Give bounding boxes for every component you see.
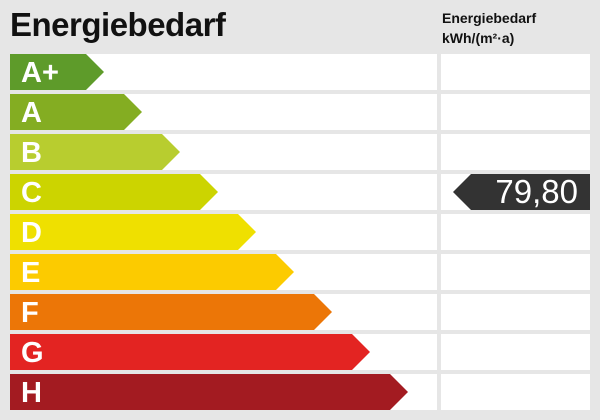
energy-class-bar: E (10, 254, 294, 290)
unit-header-line2: kWh/(m²·a) (442, 30, 515, 46)
value-cell (441, 54, 590, 90)
class-cell: D (10, 214, 437, 250)
energy-class-label: B (21, 137, 42, 169)
value-cell (441, 254, 590, 290)
energy-class-row: A+ (10, 54, 590, 90)
energy-class-row: F (10, 294, 590, 330)
value-cell (441, 214, 590, 250)
class-cell: G (10, 334, 437, 370)
energy-class-label: C (21, 177, 42, 209)
value-cell: 79,80 (441, 174, 590, 210)
energy-class-label: D (21, 217, 42, 249)
value-marker: 79,80 (453, 174, 590, 210)
energy-class-row: B (10, 134, 590, 170)
class-cell: H (10, 374, 437, 410)
energy-class-bar: F (10, 294, 332, 330)
value-cell (441, 334, 590, 370)
energy-class-bar: D (10, 214, 256, 250)
energy-class-row: G (10, 334, 590, 370)
value-cell (441, 294, 590, 330)
energy-class-bar: A (10, 94, 142, 130)
energy-class-bar: B (10, 134, 180, 170)
value-cell (441, 374, 590, 410)
energy-value: 79,80 (495, 173, 578, 210)
class-cell: F (10, 294, 437, 330)
energy-class-row: H (10, 374, 590, 410)
unit-header-line1: Energiebedarf (442, 10, 537, 26)
energy-class-label: G (21, 337, 44, 369)
energy-class-label: F (21, 297, 39, 329)
energy-class-label: H (21, 377, 42, 409)
energy-class-bar: A+ (10, 54, 104, 90)
value-cell (441, 94, 590, 130)
value-cell (441, 134, 590, 170)
energy-class-bar: H (10, 374, 408, 410)
class-cell: C (10, 174, 437, 210)
energy-class-label: E (21, 257, 41, 289)
class-cell: A+ (10, 54, 437, 90)
energy-class-row: C 79,80 (10, 174, 590, 210)
class-cell: A (10, 94, 437, 130)
energy-class-label: A (21, 97, 42, 129)
energy-class-row: A (10, 94, 590, 130)
class-cell: E (10, 254, 437, 290)
energy-class-row: D (10, 214, 590, 250)
page-title: Energiebedarf (10, 6, 226, 43)
energy-class-row: E (10, 254, 590, 290)
class-cell: B (10, 134, 437, 170)
energy-class-label: A+ (21, 57, 59, 89)
energy-class-bar: G (10, 334, 370, 370)
energy-class-bar: C (10, 174, 218, 210)
unit-header: Energiebedarf kWh/(m²·a) (442, 8, 536, 48)
